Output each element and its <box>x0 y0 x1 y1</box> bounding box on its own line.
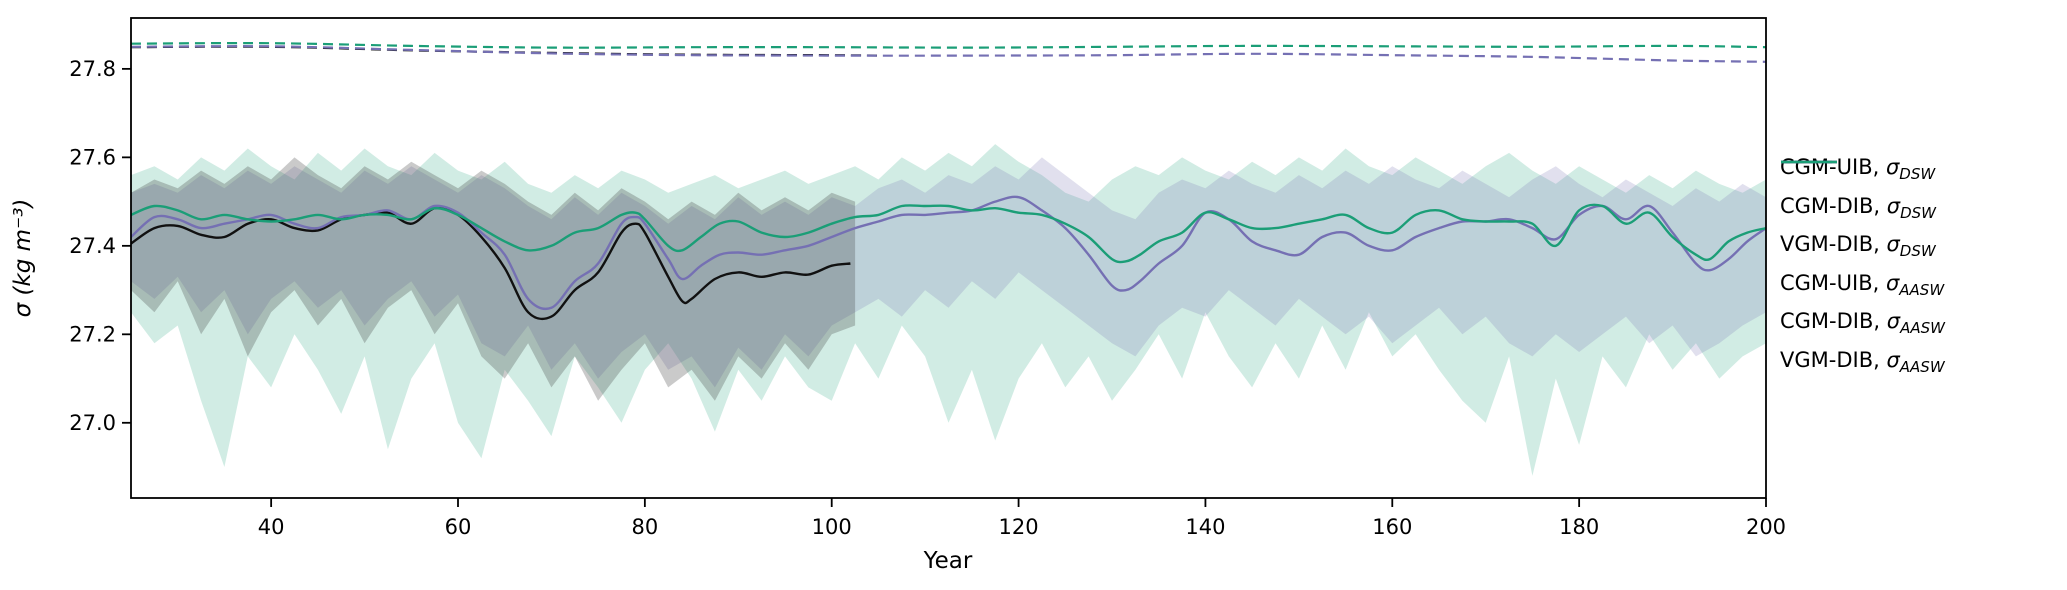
x-axis-label: Year <box>923 548 973 574</box>
y-tick-label: 27.8 <box>69 57 116 81</box>
plot-area <box>131 41 1766 476</box>
legend-item-label: CGM-UIB, σDSW <box>1780 155 1936 184</box>
x-tick-label: 40 <box>258 515 285 539</box>
x-tick-label: 140 <box>1185 515 1225 539</box>
x-tick-label: 160 <box>1372 515 1412 539</box>
legend-item-cgm-dib-dsw: CGM-DIB, σDSW <box>1780 160 1945 228</box>
series-vgm-dib-dsw <box>131 41 1766 49</box>
y-tick-label: 27.4 <box>69 234 116 258</box>
plot-border <box>130 17 1767 499</box>
legend-item-label: CGM-DIB, σDSW <box>1780 193 1936 222</box>
legend-item-label: VGM-DIB, σDSW <box>1780 232 1936 261</box>
x-tick-label: 60 <box>445 515 472 539</box>
series-vgm-dib-aasw <box>131 203 1766 264</box>
y-tick-label: 27.6 <box>69 145 116 169</box>
x-tick-label: 100 <box>812 515 852 539</box>
y-axis-label: σ (kg m⁻³) <box>10 199 36 318</box>
legend-item-vgm-dib-aasw: VGM-DIB, σAASW <box>1780 160 1945 382</box>
band-cgm-uib-envelope <box>131 157 856 401</box>
legend-item-cgm-dib-aasw: CGM-DIB, σAASW <box>1780 160 1945 343</box>
legend-line-sample-icon <box>1781 160 1837 164</box>
legend-item-label: VGM-DIB, σAASW <box>1780 347 1945 376</box>
legend-item-vgm-dib-dsw: VGM-DIB, σDSW <box>1780 160 1945 266</box>
x-tick-label: 180 <box>1559 515 1599 539</box>
legend: CGM-UIB, σDSW CGM-DIB, σDSW VGM-DIB, σDSW C… <box>1780 150 1945 381</box>
band-vgm-dib-envelope <box>131 144 1766 476</box>
x-tick-label: 80 <box>631 515 658 539</box>
x-tick-label: 200 <box>1746 515 1786 539</box>
legend-item-label: CGM-DIB, σAASW <box>1780 309 1945 338</box>
y-tick-label: 27.2 <box>69 322 116 346</box>
legend-item-label: CGM-UIB, σAASW <box>1780 270 1945 299</box>
legend-item-cgm-uib-aasw: CGM-UIB, σAASW <box>1780 160 1945 305</box>
series-cgm-dib-dsw <box>131 45 1766 63</box>
y-tick-label: 27.0 <box>69 411 116 435</box>
band-cgm-dib-envelope <box>131 157 1766 388</box>
x-tick-label: 120 <box>999 515 1039 539</box>
